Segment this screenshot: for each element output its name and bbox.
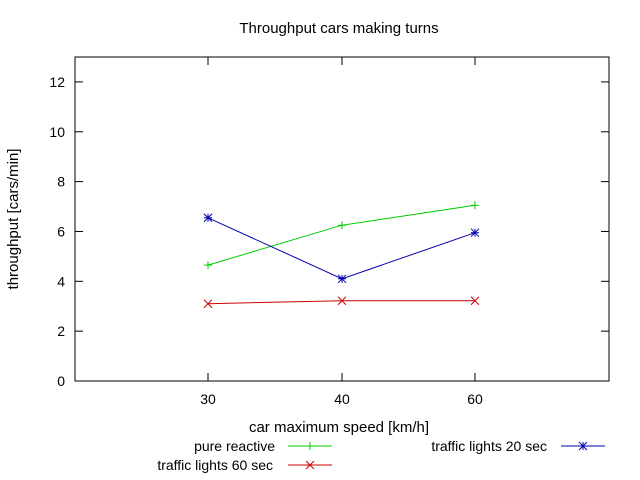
series-1-point-marker xyxy=(471,201,479,210)
legend-item-2: traffic lights 60 sec xyxy=(157,457,332,473)
legend-item-2-swatch-marker-stroke xyxy=(305,460,315,470)
y-tick-label: 8 xyxy=(57,174,65,190)
series-3-point-marker xyxy=(337,274,347,284)
series-3 xyxy=(203,213,480,284)
series-layer xyxy=(203,201,480,309)
y-tick-label: 10 xyxy=(49,124,65,140)
y-axis-label: throughput [cars/min] xyxy=(5,149,22,290)
series-3-point-marker-stroke xyxy=(470,228,480,238)
chart-title: Throughput cars making turns xyxy=(239,20,438,37)
series-2-point-marker-stroke xyxy=(470,296,480,306)
x-tick-label: 60 xyxy=(467,391,483,407)
series-1-point-marker xyxy=(338,221,346,230)
y-tick-label: 4 xyxy=(57,273,65,289)
x-tick-label: 40 xyxy=(334,391,350,407)
legend-item-3: traffic lights 20 sec xyxy=(431,438,605,454)
series-2-point-marker xyxy=(470,296,480,306)
series-1-line xyxy=(207,204,476,266)
series-1 xyxy=(204,201,479,270)
series-2-point-marker xyxy=(203,299,213,309)
x-tick-label: 30 xyxy=(200,391,216,407)
x-axis-label: car maximum speed [km/h] xyxy=(249,419,429,436)
legend-item-1-label: pure reactive xyxy=(194,438,275,454)
legend-item-2-swatch-marker xyxy=(305,460,315,470)
y-axis: 0 2 4 6 8 10 12 xyxy=(49,74,609,389)
series-2 xyxy=(203,296,480,309)
series-3-point-marker-stroke xyxy=(203,213,213,223)
y-tick-label: 6 xyxy=(57,223,65,239)
legend-item-3-swatch-marker xyxy=(578,441,588,451)
series-2-point-marker-stroke xyxy=(337,296,347,306)
y-tick-label: 0 xyxy=(57,373,65,389)
x-axis: 30 40 60 xyxy=(200,57,483,407)
series-3-point-marker xyxy=(470,228,480,238)
legend-item-1: pure reactive xyxy=(194,438,332,454)
series-2-point-marker-stroke xyxy=(203,299,213,309)
legend-item-2-label: traffic lights 60 sec xyxy=(157,457,273,473)
y-tick-label: 12 xyxy=(49,74,65,90)
legend-item-3-label: traffic lights 20 sec xyxy=(431,438,547,454)
y-tick-label: 2 xyxy=(57,323,65,339)
legend-item-1-swatch-marker xyxy=(306,442,314,450)
series-3-point-marker xyxy=(203,213,213,223)
legend: pure reactive traffic lights 60 sec traffi… xyxy=(157,438,605,473)
legend-item-3-swatch-marker-stroke xyxy=(578,441,588,451)
series-1-point-marker xyxy=(204,261,212,270)
plot-frame xyxy=(74,56,610,382)
series-2-point-marker xyxy=(337,296,347,306)
series-3-point-marker-stroke xyxy=(337,274,347,284)
